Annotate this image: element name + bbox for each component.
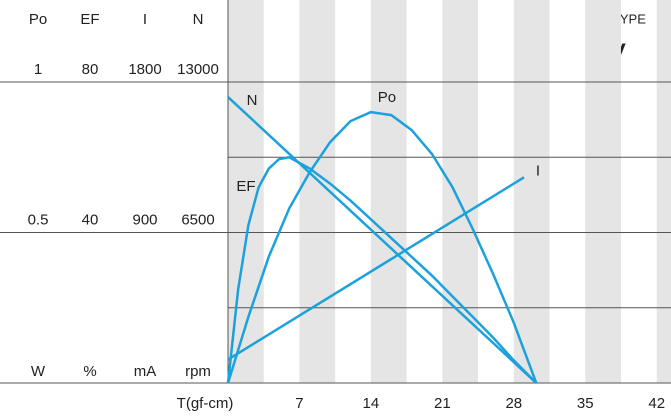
axis-unit: rpm xyxy=(185,363,211,380)
x-tick-label: 14 xyxy=(363,395,380,412)
curve-label: I xyxy=(536,162,540,179)
y-tick-label: 40 xyxy=(82,211,99,228)
axis-unit: mA xyxy=(134,363,157,380)
stripe xyxy=(442,0,479,383)
x-tick-label: 7 xyxy=(295,395,303,412)
line-po xyxy=(226,110,538,384)
y-tick-label: 13000 xyxy=(177,61,219,78)
x-tick-label: 28 xyxy=(505,395,522,412)
line-ef xyxy=(226,155,538,384)
x-tick-label: 35 xyxy=(577,395,594,412)
axis-name: EF xyxy=(80,11,99,28)
y-tick-label: 80 xyxy=(82,61,99,78)
axis-name: Po xyxy=(29,11,47,28)
axis-name: I xyxy=(143,11,147,28)
x-tick-label: 42 xyxy=(648,395,665,412)
curve-label: N xyxy=(247,92,258,109)
y-tick-label: 6500 xyxy=(181,211,214,228)
stripe xyxy=(585,0,621,383)
stripe xyxy=(513,0,550,383)
line-n xyxy=(227,96,538,384)
y-tick-label: 1800 xyxy=(128,61,161,78)
curve-label: Po xyxy=(378,89,396,106)
y-tick-label: 0.5 xyxy=(28,211,49,228)
line-i xyxy=(227,176,525,361)
x-tick-label: 21 xyxy=(434,395,451,412)
curve-label: EF xyxy=(236,178,255,195)
axis-name: N xyxy=(193,11,204,28)
x-axis-label: T(gf-cm) xyxy=(177,395,234,412)
axis-unit: % xyxy=(83,363,96,380)
stripe xyxy=(656,0,671,383)
y-tick-label: 1 xyxy=(34,61,42,78)
y-tick-label: 900 xyxy=(132,211,157,228)
axis-unit: W xyxy=(31,363,46,380)
stripe xyxy=(370,0,407,383)
